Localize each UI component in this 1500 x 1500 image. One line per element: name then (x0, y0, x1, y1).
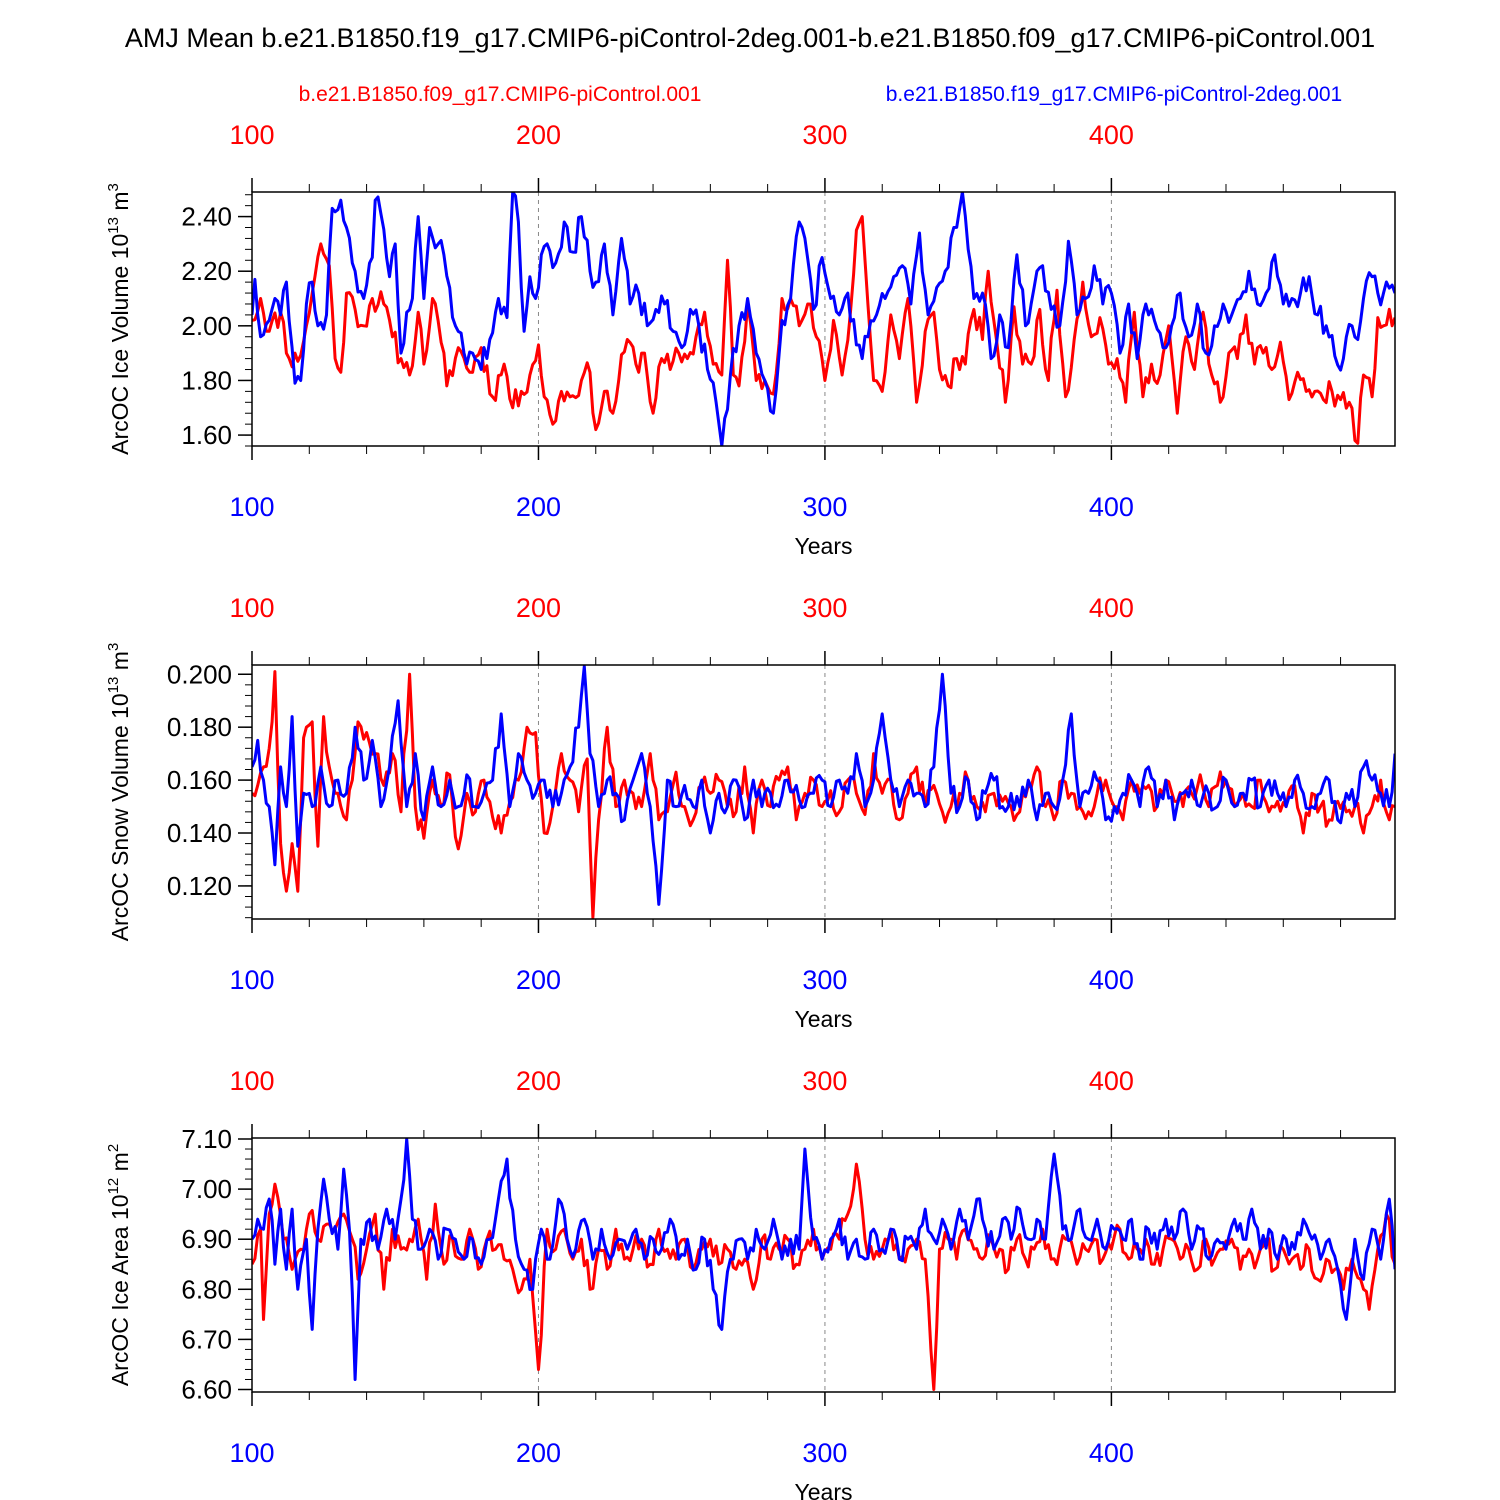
series-line-blue (252, 665, 1395, 906)
x-tick-label-bottom: 300 (802, 965, 847, 995)
series-line-blue (252, 192, 1395, 446)
y-tick-label: 2.00 (181, 311, 232, 341)
x-tick-label-bottom: 100 (229, 492, 274, 522)
y-tick-label: 0.160 (167, 765, 232, 795)
x-tick-label-top: 200 (516, 1066, 561, 1096)
figure-title: AMJ Mean b.e21.B1850.f19_g17.CMIP6-piCon… (125, 23, 1375, 53)
x-tick-label-bottom: 100 (229, 1438, 274, 1468)
x-tick-label-bottom: 300 (802, 1438, 847, 1468)
series-line-blue (252, 1138, 1395, 1381)
x-tick-label-top: 200 (516, 120, 561, 150)
series-line-red (252, 1162, 1395, 1391)
x-tick-label-bottom: 300 (802, 492, 847, 522)
y-axis-title-unit: m (107, 191, 133, 217)
series-line-red (252, 215, 1395, 445)
y-tick-label: 6.60 (181, 1374, 232, 1404)
y-axis-title-exp: 13 (105, 217, 122, 234)
chart-panels: 1.60 1.80 2.00 2.20 2.40 100 100 200 200 300 300 40… (105, 120, 1396, 1500)
y-tick-label: 0.200 (167, 659, 232, 689)
y-tick-label: 6.90 (181, 1224, 232, 1254)
x-axis-title: Years (795, 1479, 853, 1500)
y-axis-title-unit: m (107, 651, 133, 677)
y-tick-label: 6.70 (181, 1324, 232, 1354)
chart-panel-1: 1.60 1.80 2.00 2.20 2.40 100 100 200 200 300 300 40… (105, 120, 1396, 559)
y-axis-title-exp: 12 (105, 1178, 122, 1195)
y-axis-title: ArcOC Ice Volume 1013 m3 (105, 183, 133, 455)
y-axis-title-unit-exp: 3 (105, 183, 122, 191)
y-axis-title-unit-exp: 3 (105, 643, 122, 651)
x-tick-label-top: 300 (802, 1066, 847, 1096)
y-tick-label: 1.60 (181, 420, 232, 450)
chart-panel-3: 6.60 6.70 6.80 6.90 7.00 7.10 100 100 200 200 300 3… (105, 1066, 1396, 1500)
x-tick-label-bottom: 400 (1089, 1438, 1134, 1468)
x-tick-label-top: 200 (516, 593, 561, 623)
plot-frame (251, 191, 1396, 447)
x-tick-label-top: 300 (802, 593, 847, 623)
y-tick-label: 2.40 (181, 202, 232, 232)
x-tick-label-bottom: 100 (229, 965, 274, 995)
x-tick-label-bottom: 200 (516, 1438, 561, 1468)
y-axis-title-main: ArcOC Snow Volume 10 (107, 693, 133, 941)
y-tick-label: 7.00 (181, 1174, 232, 1204)
x-axis-title: Years (795, 1006, 853, 1032)
y-axis-title-exp: 13 (105, 677, 122, 694)
y-tick-label: 0.140 (167, 818, 232, 848)
x-axis-title: Years (795, 533, 853, 559)
y-axis-title-main: ArcOC Ice Area 10 (107, 1194, 133, 1386)
y-tick-label: 2.20 (181, 256, 232, 286)
series-line-red (252, 670, 1395, 919)
x-tick-label-top: 100 (229, 1066, 274, 1096)
y-tick-label: 0.120 (167, 871, 232, 901)
x-tick-label-top: 100 (229, 593, 274, 623)
legend-label-red: b.e21.B1850.f09_g17.CMIP6-piControl.001 (299, 83, 702, 106)
chart-panel-2: 0.120 0.140 0.160 0.180 0.200 100 100 200 200 300… (105, 593, 1396, 1032)
x-tick-label-bottom: 200 (516, 965, 561, 995)
plot-frame (251, 664, 1396, 920)
y-axis-title-unit: m (107, 1152, 133, 1178)
x-tick-label-bottom: 400 (1089, 492, 1134, 522)
y-tick-label: 1.80 (181, 365, 232, 395)
x-tick-label-top: 100 (229, 120, 274, 150)
y-axis-title: ArcOC Snow Volume 1013 m3 (105, 643, 133, 942)
legend-label-blue: b.e21.B1850.f19_g17.CMIP6-piControl-2deg… (886, 83, 1342, 106)
x-tick-label-top: 400 (1089, 593, 1134, 623)
y-tick-label: 0.180 (167, 712, 232, 742)
y-tick-label: 7.10 (181, 1124, 232, 1154)
x-tick-label-bottom: 200 (516, 492, 561, 522)
x-tick-label-top: 300 (802, 120, 847, 150)
x-tick-label-bottom: 400 (1089, 965, 1134, 995)
x-tick-label-top: 400 (1089, 1066, 1134, 1096)
y-axis-title-main: ArcOC Ice Volume 10 (107, 234, 133, 455)
y-tick-label: 6.80 (181, 1274, 232, 1304)
x-tick-label-top: 400 (1089, 120, 1134, 150)
y-axis-title: ArcOC Ice Area 1012 m2 (105, 1144, 133, 1386)
y-axis-title-unit-exp: 2 (105, 1144, 122, 1152)
plot-frame (251, 1137, 1396, 1393)
